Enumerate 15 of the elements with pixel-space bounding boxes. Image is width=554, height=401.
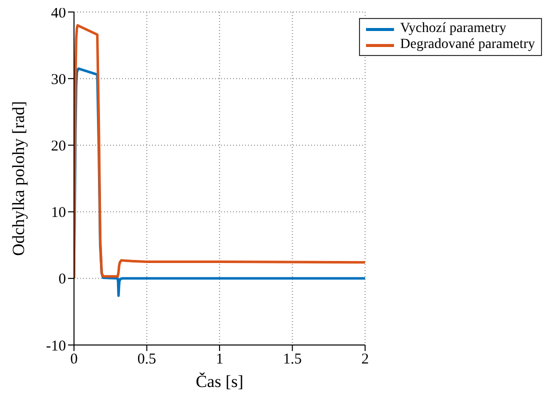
y-tick-label: 10 [51,205,66,222]
x-tick-label: 1 [216,352,224,368]
y-tick-label: 0 [58,272,66,288]
x-tick-label: 0 [70,352,78,368]
y-axis-title: Odchylka polohy [rad] [9,101,28,256]
x-tick-label: 1.5 [282,352,302,368]
line-series [74,24,366,280]
x-axis-title: Čas [s] [196,372,244,392]
y-tick-label: 20 [51,138,66,155]
x-tick-label: 0.5 [137,352,156,368]
legend-label: Vychozí parametry [400,21,506,37]
legend-label: Degradované parametry [400,37,535,53]
x-tick-label: 2 [361,352,369,368]
y-tick-label: 30 [51,72,66,88]
y-tick-label: -10 [46,338,66,354]
